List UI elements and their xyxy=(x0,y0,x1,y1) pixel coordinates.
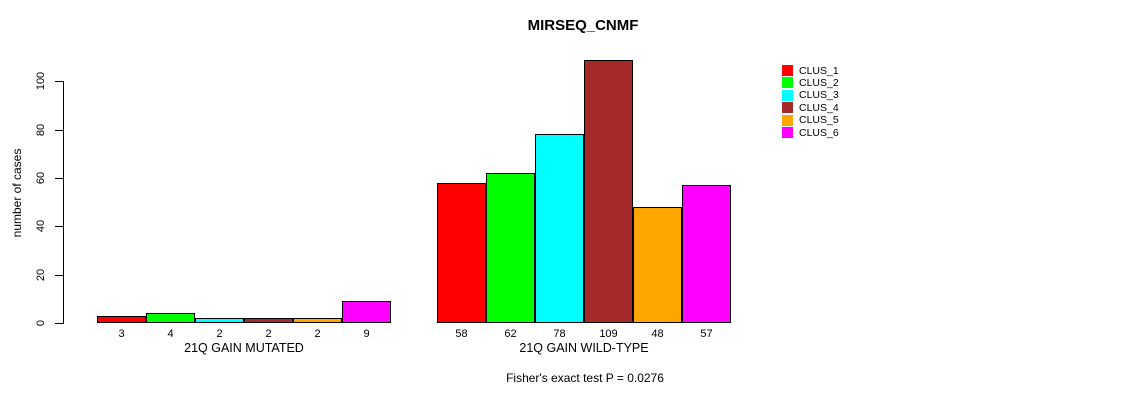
y-axis-tick-label: 60 xyxy=(35,171,47,185)
bar-clus_3-group1 xyxy=(195,318,244,323)
bar-value-label: 109 xyxy=(599,328,618,340)
y-axis-line xyxy=(63,81,64,324)
group-label: 21Q GAIN MUTATED xyxy=(184,341,304,355)
legend-swatch-clus_5 xyxy=(782,114,793,126)
fisher-test-annotation: Fisher's exact test P = 0.0276 xyxy=(506,371,664,385)
bar-value-label: 78 xyxy=(553,328,566,340)
bar-value-label: 3 xyxy=(118,328,125,340)
chart-title: MIRSEQ_CNMF xyxy=(527,17,639,34)
y-axis-tick-label: 100 xyxy=(35,72,47,91)
legend-swatch-clus_1 xyxy=(782,65,793,76)
bar-value-label: 62 xyxy=(504,328,517,340)
legend-label: CLUS_3 xyxy=(799,89,839,102)
bar-clus_4-group1 xyxy=(244,318,293,323)
legend-label: CLUS_2 xyxy=(799,76,839,89)
y-axis-tick xyxy=(55,323,63,324)
legend-swatch-clus_4 xyxy=(782,102,793,114)
bar-value-label: 4 xyxy=(167,328,174,340)
bar-clus_2-group1 xyxy=(146,313,195,323)
bar-clus_2-group2 xyxy=(486,173,535,323)
legend-label: CLUS_6 xyxy=(799,126,839,139)
bar-clus_4-group2 xyxy=(584,60,633,323)
bar-value-label: 58 xyxy=(455,328,468,340)
legend-label: CLUS_4 xyxy=(799,101,839,114)
y-axis-tick xyxy=(55,129,63,131)
bar-value-label: 9 xyxy=(363,328,370,340)
legend-swatch-clus_3 xyxy=(782,89,793,101)
y-axis-title: number of cases xyxy=(10,148,24,238)
legend-label: CLUS_1 xyxy=(799,64,839,77)
y-axis-tick-label: 40 xyxy=(35,220,47,233)
legend-label: CLUS_5 xyxy=(799,114,839,127)
y-axis-tick-label: 0 xyxy=(35,319,47,327)
bar-clus_1-group2 xyxy=(437,183,486,323)
bar-clus_5-group1 xyxy=(293,318,342,323)
y-axis-tick xyxy=(55,274,63,276)
y-axis-tick xyxy=(55,177,63,179)
y-axis-tick-label: 80 xyxy=(35,123,47,136)
y-axis-tick xyxy=(55,226,63,228)
bar-value-label: 2 xyxy=(216,328,223,340)
bar-value-label: 48 xyxy=(651,328,664,340)
bar-value-label: 2 xyxy=(314,328,321,340)
y-axis-tick-label: 20 xyxy=(35,268,47,281)
legend-swatch-clus_2 xyxy=(782,77,793,89)
legend-swatch-clus_6 xyxy=(782,127,793,138)
bar-clus_3-group2 xyxy=(535,134,584,323)
group-label: 21Q GAIN WILD-TYPE xyxy=(519,341,649,355)
bar-value-label: 2 xyxy=(265,328,272,340)
bar-clus_1-group1 xyxy=(97,316,146,323)
y-axis-tick xyxy=(55,81,63,83)
bar-clus_6-group2 xyxy=(682,185,731,323)
bar-clus_6-group1 xyxy=(342,301,391,323)
bar-clus_5-group2 xyxy=(633,207,682,323)
bar-value-label: 57 xyxy=(700,328,713,340)
